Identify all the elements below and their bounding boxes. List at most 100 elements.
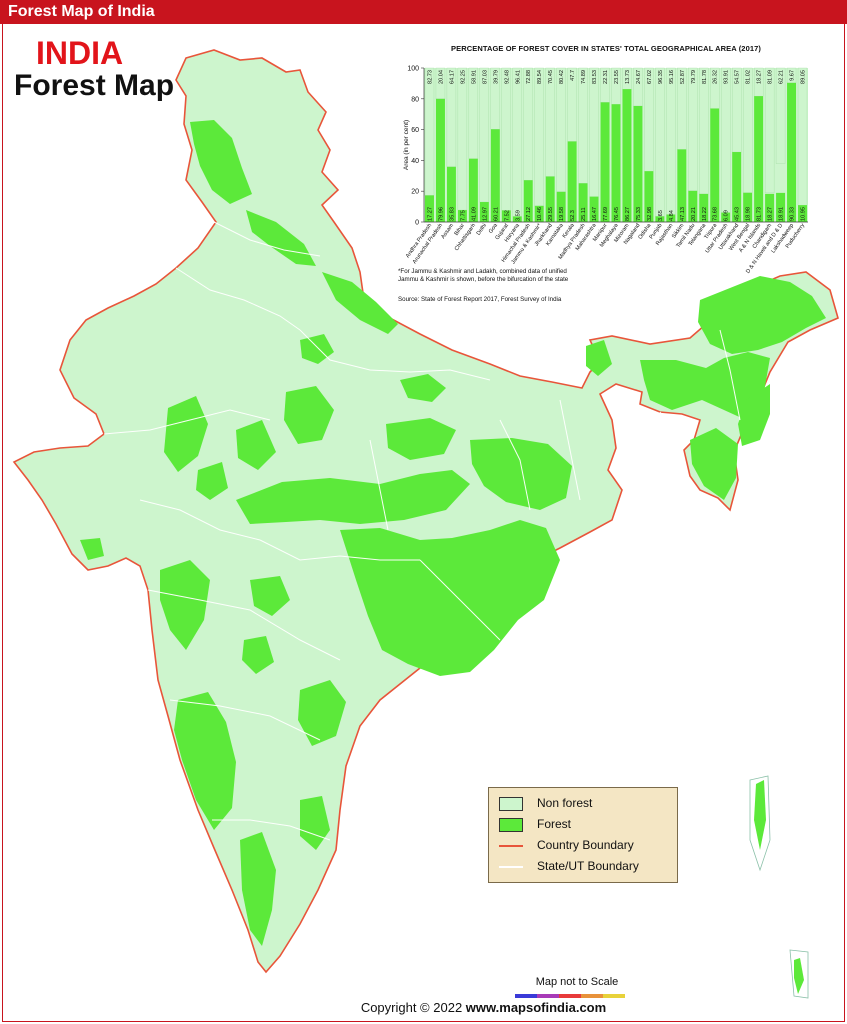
bar-nonforest-14 (578, 67, 588, 184)
map-title-forest-map: Forest Map (14, 69, 175, 102)
bar-nonforest-3 (457, 67, 468, 211)
y-tick-label-5: 100 (407, 66, 419, 73)
non-forest-swatch (499, 796, 523, 811)
label-nonforest-23: 52.87 (680, 70, 686, 84)
bar-forest-2 (446, 166, 456, 222)
label-nonforest-22: 95.16 (669, 70, 675, 84)
bar-nonforest-8 (512, 67, 522, 217)
bar-forest-1 (435, 98, 445, 222)
bar-forest-30 (754, 96, 764, 222)
label-nonforest-4: 58.91 (471, 70, 477, 84)
label-nonforest-7: 92.48 (504, 70, 510, 84)
chart-title: PERCENTAGE OF FOREST COVER IN STATES' TO… (450, 44, 761, 53)
bar-nonforest-25 (699, 67, 709, 195)
label-nonforest-27: 93.91 (724, 70, 730, 84)
legend-row-forest: Forest (499, 815, 571, 833)
label-forest-14: 25.11 (581, 207, 587, 221)
state-boundaries (103, 221, 741, 841)
label-forest-4: 41.09 (471, 207, 477, 221)
bar-forest-10 (534, 205, 544, 222)
y-axis-label: Area (in per cent) (403, 120, 410, 170)
copyright-site[interactable]: www.mapsofindia.com (465, 1000, 607, 1015)
scale-bar (515, 994, 625, 998)
bar-forest-6 (490, 129, 500, 222)
label-nonforest-1: 20.04 (438, 70, 444, 84)
label-forest-32: 18.91 (779, 207, 785, 221)
bar-forest-20 (644, 171, 654, 222)
label-nonforest-31: 81.09 (768, 70, 774, 84)
label-forest-29: 18.98 (746, 207, 752, 221)
bar-nonforest-12 (556, 67, 566, 192)
legend-label-country-boundary: Country Boundary (537, 838, 634, 852)
label-forest-5: 12.97 (482, 207, 488, 221)
bar-forest-31 (765, 193, 775, 222)
chart-plot: 0 20 40 60 80 100 Area (in per cent) 82.73 17.27… (403, 66, 808, 275)
bar-forest-25 (699, 193, 709, 222)
legend-row-non-forest: Non forest (499, 794, 592, 812)
bar-nonforest-31 (764, 67, 775, 194)
bar-nonforest-22 (666, 67, 676, 215)
chart-source: Source: State of Forest Report 2017, For… (398, 296, 562, 303)
islands (749, 775, 809, 999)
bar-nonforest-15 (589, 67, 599, 197)
legend-row-country-boundary: Country Boundary (499, 836, 634, 854)
bar-nonforest-24 (688, 67, 698, 192)
legend-label-forest: Forest (537, 817, 572, 831)
label-forest-13: 52.3 (570, 210, 576, 221)
label-forest-11: 29.55 (548, 207, 554, 221)
bar-forest-13 (567, 141, 577, 222)
label-forest-8: 3.59 (515, 210, 521, 221)
bar-nonforest-5 (479, 67, 489, 203)
label-forest-30: 81.73 (757, 207, 763, 221)
bar-forest-0 (424, 195, 434, 222)
bar-nonforest-18 (622, 67, 632, 90)
label-nonforest-13: 47.7 (570, 70, 576, 81)
label-forest-33: 90.33 (790, 207, 796, 221)
bar-forest-8 (512, 216, 522, 222)
country-boundary-line (499, 844, 523, 847)
bar-forest-19 (633, 105, 643, 222)
bar-forest-14 (578, 183, 588, 222)
bar-forest-17 (611, 104, 621, 222)
label-forest-15: 16.47 (592, 207, 598, 221)
label-nonforest-15: 83.53 (592, 70, 598, 84)
label-nonforest-8: 96.41 (515, 70, 521, 84)
bar-forest-32 (776, 192, 786, 222)
label-nonforest-17: 23.55 (614, 70, 620, 84)
bar-forest-5 (479, 202, 489, 222)
bar-forest-29 (743, 192, 753, 222)
bar-forest-4 (468, 158, 478, 222)
label-nonforest-12: 80.42 (559, 70, 565, 84)
label-forest-7: 7.52 (504, 210, 510, 221)
bar-forest-16 (600, 102, 610, 222)
bar-nonforest-29 (743, 67, 753, 193)
label-nonforest-30: 18.27 (757, 70, 763, 84)
bar-nonforest-34 (797, 67, 808, 206)
header-bar: Forest Map of India (0, 0, 847, 24)
copyright: Copyright © 2022 www.mapsofindia.com (0, 1000, 847, 1015)
bar-forest-23 (677, 149, 687, 222)
header-title: Forest Map of India (8, 3, 155, 20)
label-nonforest-9: 72.88 (526, 70, 532, 84)
label-forest-2: 35.83 (449, 207, 455, 221)
label-nonforest-24: 79.79 (691, 70, 697, 84)
bar-nonforest-32 (775, 67, 786, 164)
label-forest-16: 77.69 (603, 207, 609, 221)
map-legend: Non forest Forest Country Boundary State… (488, 787, 678, 883)
label-nonforest-21: 96.35 (658, 70, 664, 84)
bar-nonforest-7 (501, 67, 511, 211)
bar-forest-27 (721, 212, 731, 222)
category-label-5: Delhi (476, 223, 488, 237)
label-forest-0: 17.27 (427, 207, 433, 221)
label-forest-19: 75.33 (636, 207, 642, 221)
bar-forest-18 (622, 89, 632, 222)
label-forest-18: 86.27 (625, 207, 631, 221)
label-nonforest-11: 70.45 (548, 70, 554, 84)
label-nonforest-14: 74.89 (581, 70, 587, 84)
bar-nonforest-0 (424, 67, 435, 196)
label-nonforest-34: 89.05 (801, 70, 807, 84)
bar-nonforest-6 (490, 67, 500, 130)
label-forest-27: 6.09 (724, 210, 730, 221)
map-title-india: INDIA (36, 35, 124, 71)
